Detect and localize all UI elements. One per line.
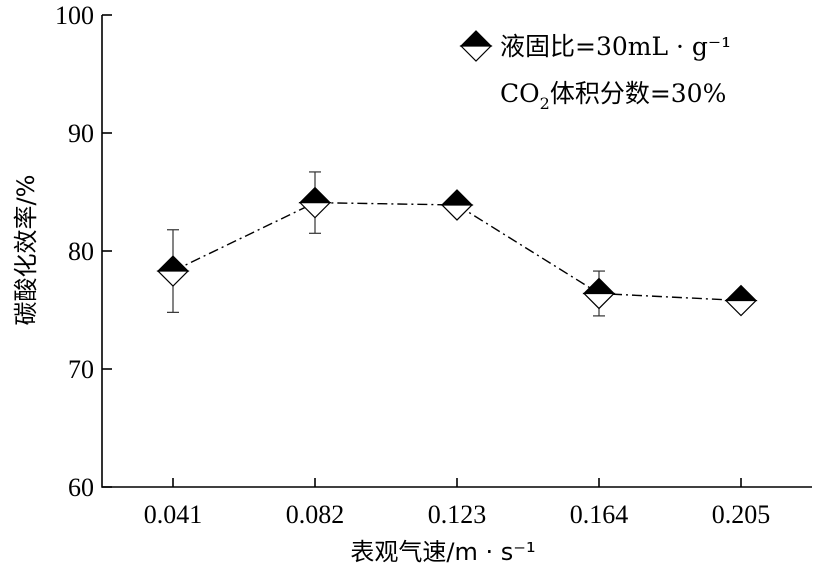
x-tick-label: 0.205 [712,500,771,529]
legend: 液固比=30mL · g⁻¹ CO2体积分数=30% [459,30,731,113]
legend-diamond [459,30,493,62]
x-tick-label: 0.082 [286,500,345,529]
x-axis-title: 表观气速/m · s⁻¹ [350,538,535,566]
data-point [582,277,616,310]
y-tick-label: 90 [68,119,94,148]
x-tick-label: 0.041 [144,500,203,529]
y-axis-title: 碳酸化效率/% [12,175,40,326]
y-tick-label: 100 [55,1,94,30]
data-point [298,186,332,219]
legend-entry: 液固比=30mL · g⁻¹ [500,32,731,61]
legend-note-post: 体积分数=30% [550,79,727,108]
y-tick-label: 60 [68,473,94,502]
legend-marker [459,30,493,62]
x-tick-label: 0.123 [428,500,487,529]
y-tick-label: 80 [68,237,94,266]
data-point [440,189,474,221]
x-tick-label: 0.164 [570,500,629,529]
x-axis: 0.041 0.082 0.123 0.164 0.205 [144,478,771,529]
legend-note-sub: 2 [540,94,550,113]
legend-note-pre: CO [500,79,540,108]
y-axis: 60 70 80 90 100 [55,1,112,502]
data-point [156,255,190,287]
data-point [724,284,758,317]
y-tick-label: 70 [68,355,94,384]
series-layer [156,171,758,317]
series-line [172,201,742,302]
legend-note: CO2体积分数=30% [500,79,726,113]
